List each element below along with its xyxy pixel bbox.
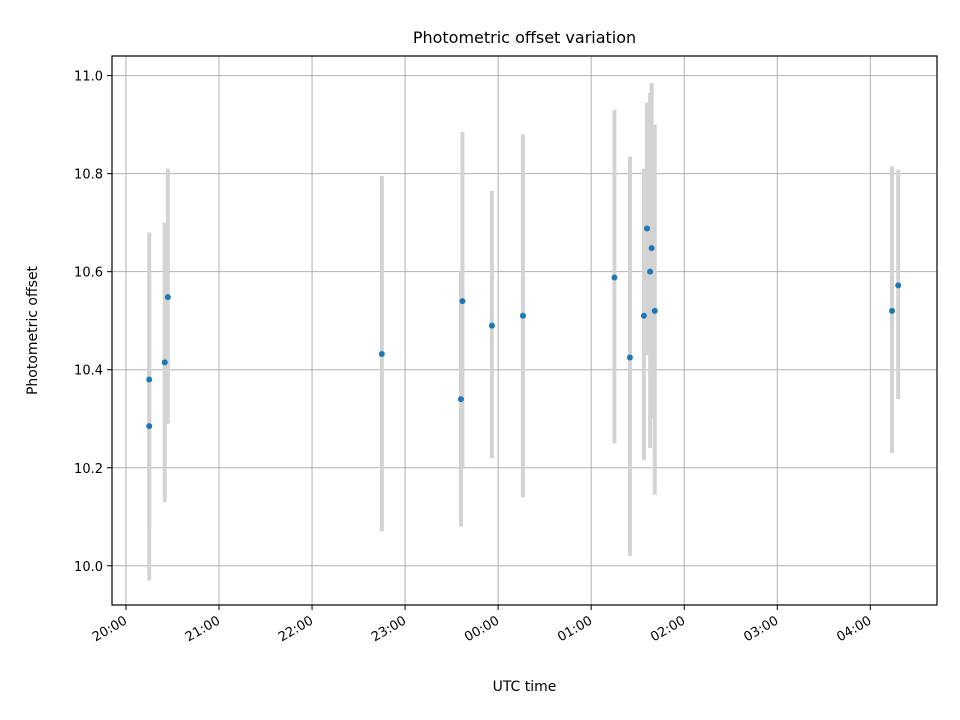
data-point [146, 423, 153, 430]
data-point [164, 294, 171, 301]
data-point [459, 298, 466, 305]
data-point [161, 359, 168, 366]
data-point [488, 322, 495, 329]
chart-title: Photometric offset variation [413, 28, 636, 47]
y-tick-label: 11.0 [74, 70, 103, 85]
data-points [146, 225, 902, 430]
data-point [640, 312, 647, 319]
data-point [651, 307, 658, 314]
y-tick-label: 10.4 [74, 364, 103, 379]
plot-frame [111, 55, 938, 606]
data-point [895, 282, 902, 289]
y-tick-label: 10.0 [74, 560, 103, 575]
y-tick-label: 10.8 [74, 168, 103, 183]
data-point [647, 268, 654, 275]
y-axis-ticks: 10.0 10.2 10.4 10.6 10.8 11.0 [74, 70, 112, 575]
data-point [889, 307, 896, 314]
data-point [648, 245, 655, 252]
data-point [611, 274, 618, 281]
data-point [457, 396, 464, 403]
y-axis-label: Photometric offset [25, 265, 41, 395]
y-tick-label: 10.6 [74, 266, 103, 281]
data-point [626, 354, 633, 361]
x-axis-label: UTC time [493, 679, 557, 695]
data-point [378, 351, 385, 358]
y-tick-label: 10.2 [74, 462, 103, 477]
data-point [519, 312, 526, 319]
data-point [644, 225, 651, 232]
data-point [146, 376, 153, 383]
